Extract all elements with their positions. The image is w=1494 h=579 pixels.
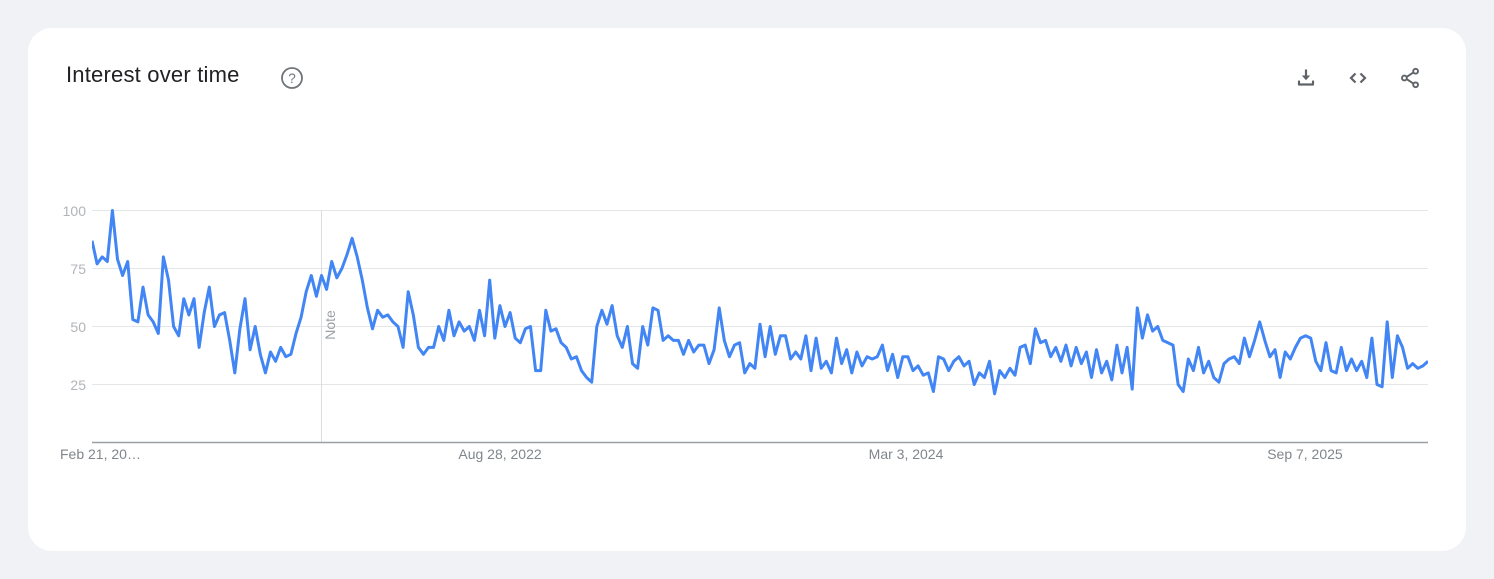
chart-action-toolbar — [1294, 66, 1422, 90]
svg-text:?: ? — [288, 71, 296, 86]
chart-plot[interactable] — [92, 209, 1428, 445]
x-axis-tick-label: Aug 28, 2022 — [458, 446, 542, 462]
share-button[interactable] — [1398, 66, 1422, 90]
download-button[interactable] — [1294, 66, 1318, 90]
download-icon — [1294, 66, 1318, 90]
page-title: Interest over time — [66, 62, 240, 87]
interest-over-time-card: Interest over time ? — [28, 28, 1466, 551]
x-axis-tick-label: Feb 21, 20… — [60, 446, 141, 462]
embed-button[interactable] — [1346, 66, 1370, 90]
y-axis-tick-label: 50 — [70, 318, 86, 335]
y-axis-tick-label: 75 — [70, 260, 86, 277]
question-mark-circle-icon: ? — [280, 66, 304, 90]
help-button[interactable]: ? — [280, 66, 304, 90]
code-brackets-icon — [1346, 66, 1370, 90]
x-axis-tick-label: Mar 3, 2024 — [868, 446, 944, 462]
note-annotation-label[interactable]: Note — [322, 310, 339, 340]
share-icon — [1398, 66, 1422, 90]
x-axis-tick-label: Sep 7, 2025 — [1267, 446, 1343, 462]
y-axis-tick-label: 100 — [62, 202, 86, 219]
interest-line-series[interactable] — [92, 209, 1428, 396]
y-axis-tick-label: 25 — [70, 376, 86, 393]
